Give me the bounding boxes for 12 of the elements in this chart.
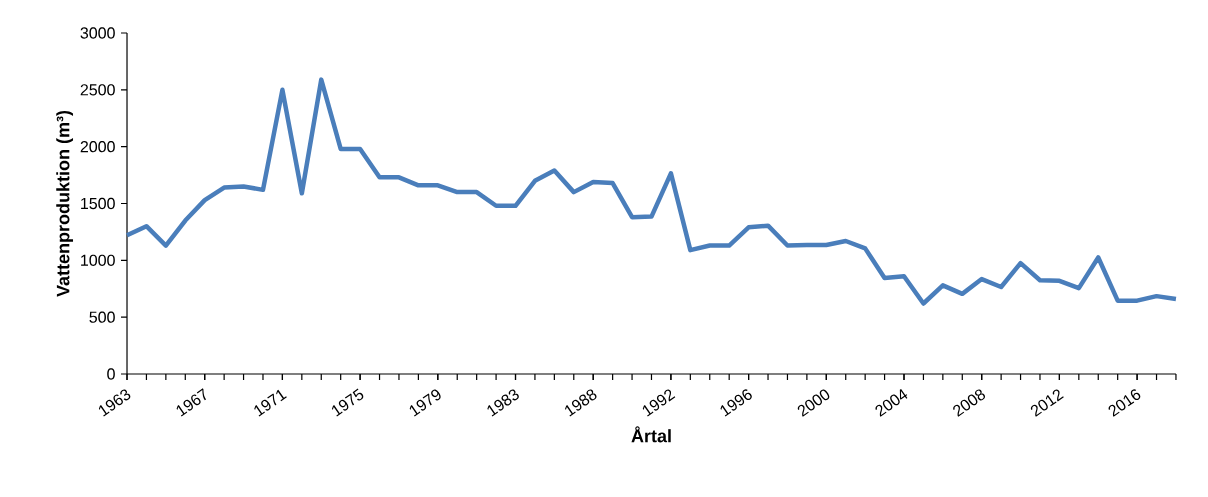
y-tick-label: 2500 — [80, 84, 115, 96]
y-tick-label: 0 — [107, 368, 115, 380]
x-tick-label: 1971 — [254, 389, 287, 417]
x-tick-label: 1963 — [98, 389, 131, 417]
line-series — [124, 77, 1179, 306]
y-tick-label: 1000 — [81, 254, 115, 266]
y-tick-label: 500 — [89, 311, 115, 323]
y-tick-label: 2000 — [80, 140, 115, 153]
y-tick-label: 3000 — [80, 27, 115, 39]
y-axis-title: Vattenproduktion (m³) — [56, 110, 74, 297]
y-tick-label: 1500 — [81, 197, 115, 210]
x-axis-title: Årtal — [631, 426, 671, 443]
